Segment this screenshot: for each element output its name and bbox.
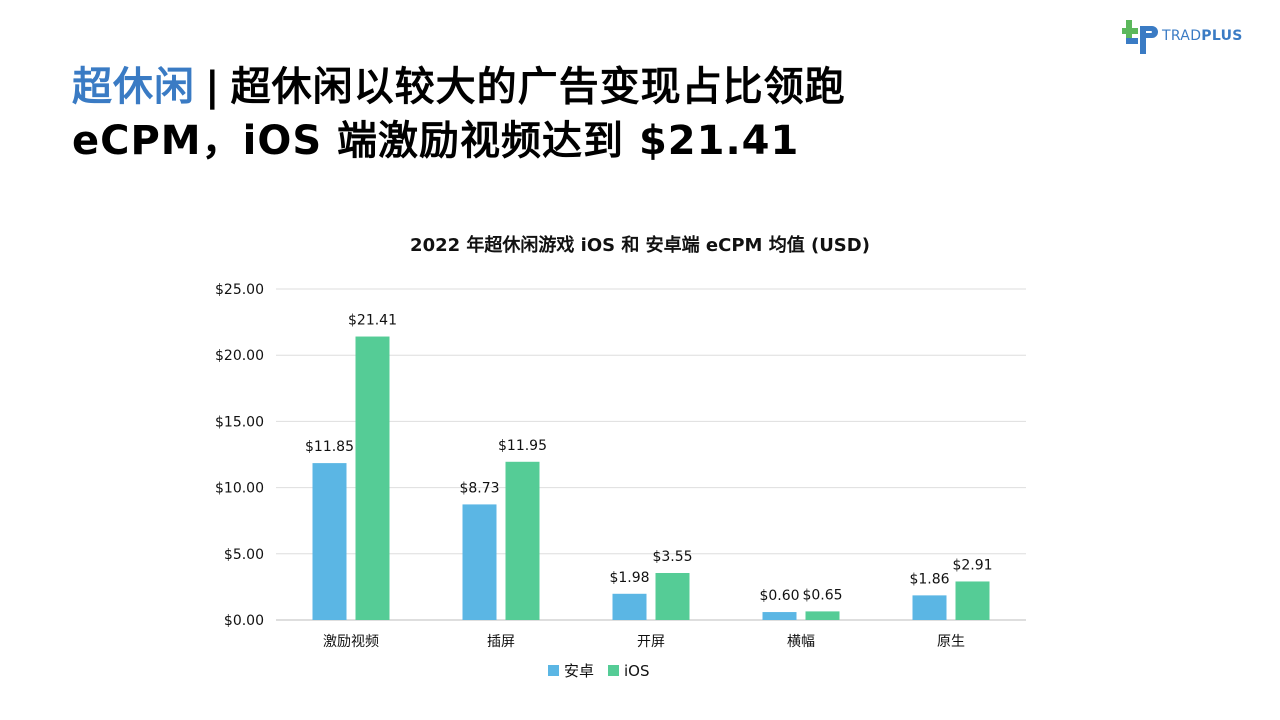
data-label: $8.73	[459, 480, 499, 496]
x-axis-ticks: 激励视频 插屏 开屏 横幅 原生	[323, 633, 965, 650]
headline-line1-text: 超休闲以较大的广告变现占比领跑	[230, 64, 846, 110]
legend-label: 安卓	[564, 662, 594, 680]
y-tick-label: $0.00	[224, 613, 264, 629]
brand-wordmark-part2: PLUS	[1201, 28, 1243, 44]
chart-title: 2022 年超休闲游戏 iOS 和 安卓端 eCPM 均值 (USD)	[410, 234, 870, 256]
y-tick-label: $20.00	[215, 348, 264, 364]
data-label: $0.65	[802, 587, 842, 603]
chart-legend: 安卓 iOS	[548, 662, 650, 680]
x-tick-label: 激励视频	[323, 633, 379, 650]
headline-line-2: eCPM，iOS 端激励视频达到 $21.41	[72, 118, 800, 164]
bar-ios	[355, 336, 390, 620]
data-label: $11.95	[498, 438, 547, 454]
data-label: $21.41	[348, 313, 397, 329]
data-label: $2.91	[952, 557, 992, 573]
y-tick-label: $5.00	[224, 547, 264, 563]
x-tick-label: 开屏	[637, 634, 665, 650]
bar-ios	[955, 581, 990, 620]
data-label: $0.60	[759, 588, 799, 604]
bar-android	[762, 612, 797, 620]
tradplus-logo-icon	[1122, 20, 1158, 54]
bar-android	[462, 504, 497, 620]
chart-bars	[312, 336, 990, 620]
x-tick-label: 原生	[937, 634, 965, 650]
legend-label: iOS	[624, 662, 650, 680]
x-tick-label: 横幅	[787, 634, 815, 650]
headline-accent: 超休闲	[72, 64, 195, 110]
bar-ios	[505, 461, 540, 620]
y-axis-ticks: $0.00 $5.00 $10.00 $15.00 $20.00 $25.00	[215, 282, 264, 629]
legend-swatch	[608, 665, 619, 676]
bar-ios	[805, 611, 840, 620]
data-label: $1.86	[909, 571, 949, 587]
slide-headline: 超休闲 | 超休闲以较大的广告变现占比领跑 eCPM，iOS 端激励视频达到 $21…	[72, 60, 1072, 168]
headline-line-1: 超休闲 | 超休闲以较大的广告变现占比领跑	[72, 60, 1072, 114]
y-tick-label: $10.00	[215, 481, 264, 497]
brand-logo: TRADPLUS	[1122, 18, 1262, 58]
bar-android	[912, 595, 947, 620]
data-label: $11.85	[305, 439, 354, 455]
bar-android	[612, 593, 647, 620]
bar-android	[312, 463, 347, 620]
brand-wordmark: TRADPLUS	[1162, 28, 1243, 44]
bar-ios	[655, 572, 690, 620]
data-label: $3.55	[652, 549, 692, 565]
data-labels: $11.85 $21.41 $8.73 $11.95 $1.98$3.55 $0.60 $0…	[305, 313, 993, 605]
y-tick-label: $25.00	[215, 282, 264, 298]
x-tick-label: 插屏	[487, 634, 515, 650]
headline-separator: |	[205, 64, 221, 110]
y-tick-label: $15.00	[215, 414, 264, 430]
data-label: $1.98	[609, 570, 649, 586]
legend-swatch	[548, 665, 559, 676]
brand-wordmark-part1: TRAD	[1162, 28, 1202, 44]
chart-grid	[276, 288, 1026, 621]
